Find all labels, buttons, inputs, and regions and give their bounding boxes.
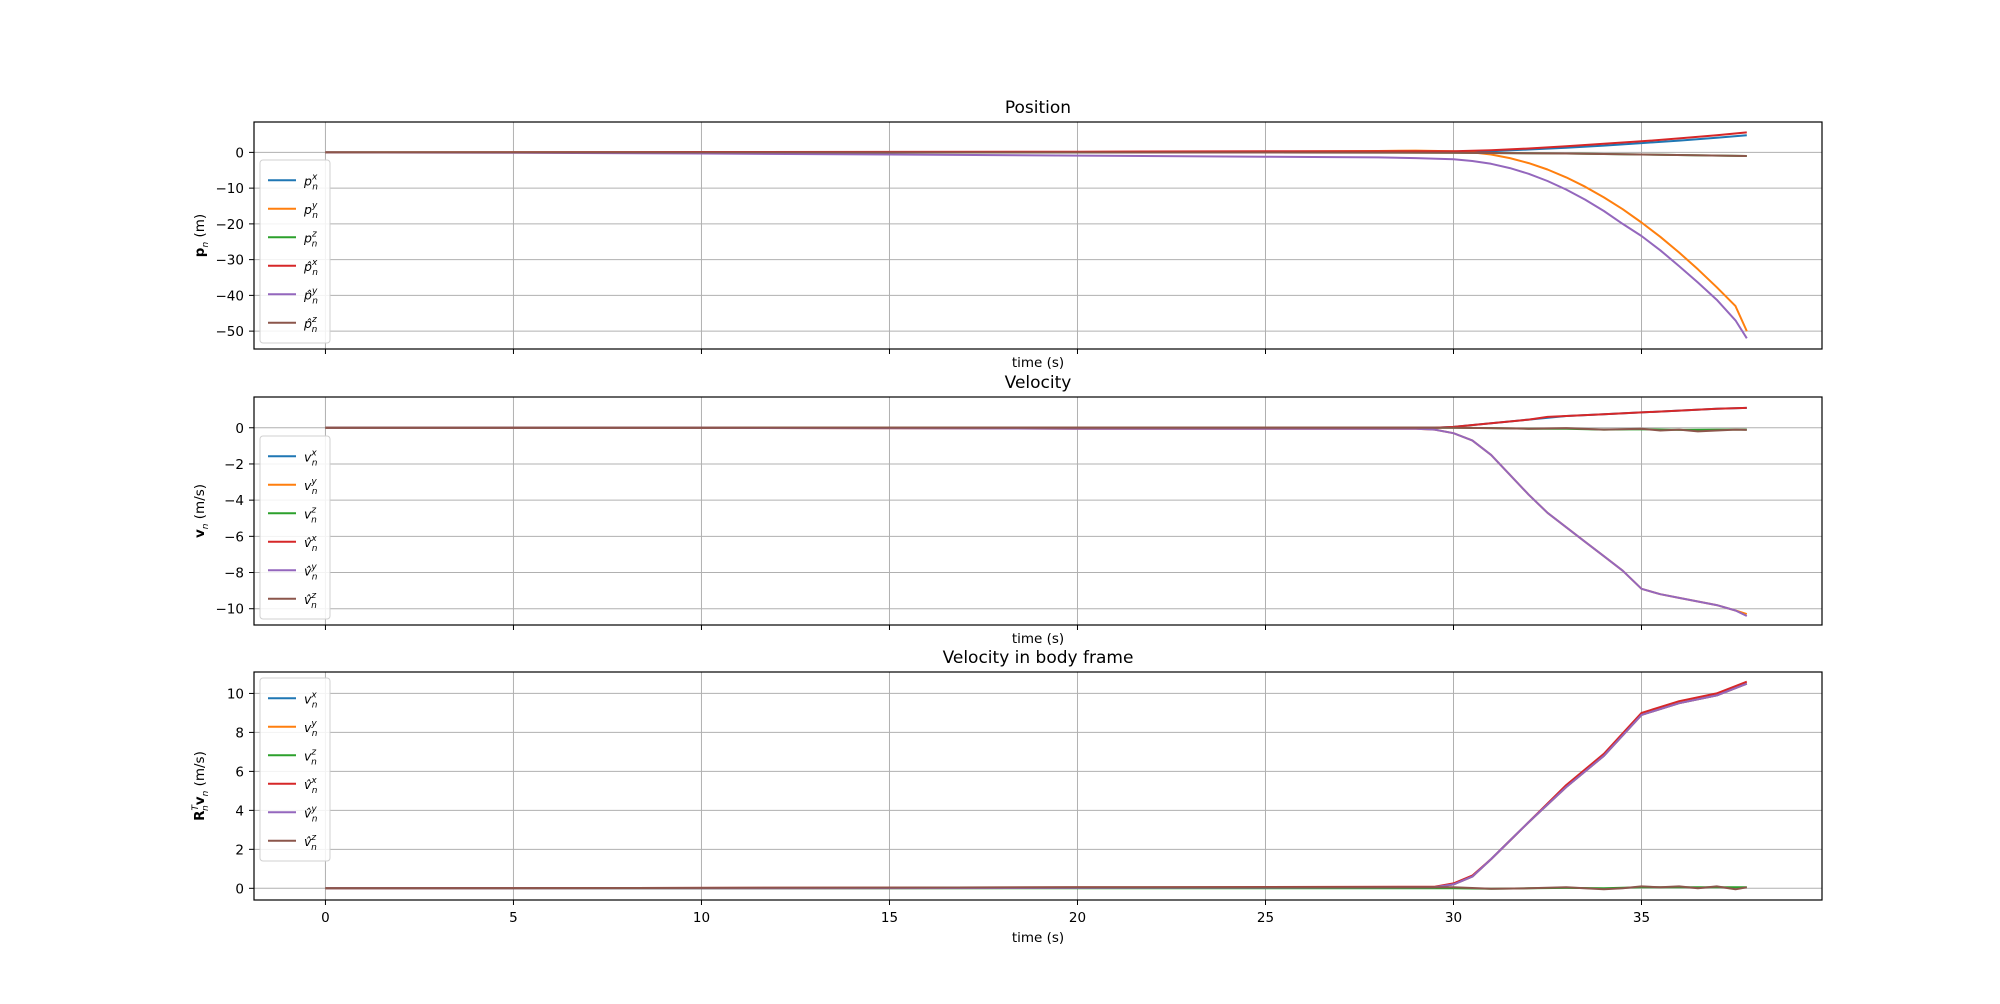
legend-label: vy n [304, 719, 318, 739]
legend-label: vy n [304, 477, 318, 497]
legend: vx n vy n vz n v̂x n v̂y n v̂z n [259, 677, 331, 862]
series-line-6 [325, 885, 1747, 891]
legend-label: p̂x n [303, 258, 318, 278]
y-axis-label: RTnvn (m/s) [191, 751, 211, 821]
legend-label: v̂y n [304, 562, 318, 582]
y-tick-label: −6 [224, 529, 244, 545]
chart-panel-1: 0 −10 −20 −30 −40 −50 Position time (s) pn (m) px… [192, 98, 1823, 371]
legend-label: vx n [304, 448, 318, 468]
x-tick-label: 0 [321, 910, 330, 926]
series-line-5 [325, 426, 1748, 617]
legend-label: vz n [304, 505, 317, 525]
y-tick-label: 0 [235, 145, 244, 161]
legend-label: py n [303, 201, 318, 221]
y-tick-label: −10 [216, 181, 245, 197]
legend-box [259, 435, 331, 620]
series-line-6 [325, 426, 1747, 433]
series-line-5 [325, 151, 1748, 339]
axes-frame [253, 671, 1823, 901]
y-tick-label: 4 [235, 803, 244, 819]
x-tick-label: 20 [1069, 910, 1086, 926]
x-tick-label: 10 [693, 910, 710, 926]
chart-title: Velocity [1005, 373, 1072, 393]
y-tick-label: 0 [235, 421, 244, 437]
y-tick-label: −8 [224, 566, 244, 582]
x-tick-label: 35 [1633, 910, 1650, 926]
legend-label: p̂y n [303, 286, 318, 306]
y-tick-label: −30 [216, 253, 245, 269]
x-tick-label: 30 [1445, 910, 1462, 926]
x-axis-label: time (s) [1012, 355, 1064, 371]
legend-label: v̂x n [304, 776, 318, 796]
legend-label: vz n [304, 747, 317, 767]
axes-frame [253, 396, 1823, 626]
chart-title: Position [1005, 98, 1071, 118]
y-tick-label: 0 [235, 881, 244, 897]
x-axis-label: time (s) [1012, 631, 1064, 647]
x-tick-label: 5 [509, 910, 518, 926]
y-tick-label: 6 [235, 764, 244, 780]
series-line-6 [325, 151, 1747, 157]
legend: px n py n pz n p̂x n p̂y n p̂z n [259, 159, 331, 344]
y-tick-label: −50 [216, 324, 245, 340]
axes-frame [253, 121, 1823, 350]
legend-label: vx n [304, 690, 318, 710]
chart-title: Velocity in body frame [943, 648, 1134, 668]
legend-box [259, 677, 331, 862]
y-axis-label: vn (m/s) [192, 484, 211, 538]
x-tick-label: 15 [881, 910, 898, 926]
legend-label: v̂y n [304, 804, 318, 824]
chart-panel-3: 0 5 10 15 20 25 30 35 0 2 4 6 8 10 Velocity in body fr… [191, 648, 1823, 946]
y-tick-label: −10 [216, 602, 245, 618]
y-axis-label: pn (m) [192, 214, 211, 257]
y-tick-label: 2 [235, 842, 244, 858]
legend-label: p̂z n [303, 315, 318, 335]
y-tick-label: −2 [224, 457, 244, 473]
y-tick-label: −40 [216, 288, 245, 304]
legend-label: v̂z n [304, 591, 317, 611]
plot-area [254, 672, 1822, 900]
y-tick-label: −4 [224, 493, 244, 509]
legend-label: pz n [303, 229, 318, 249]
plot-area [254, 122, 1822, 349]
y-tick-label: −20 [216, 217, 245, 233]
legend-box [259, 159, 331, 344]
x-axis-label: time (s) [1012, 930, 1064, 946]
y-tick-label: 8 [235, 725, 244, 741]
legend-label: px n [303, 172, 318, 192]
legend-label: v̂z n [304, 833, 317, 853]
plot-area [254, 397, 1822, 625]
legend-label: v̂x n [304, 534, 318, 554]
x-tick-label: 25 [1257, 910, 1274, 926]
legend: vx n vy n vz n v̂x n v̂y n v̂z n [259, 435, 331, 620]
y-tick-label: 10 [227, 686, 244, 702]
